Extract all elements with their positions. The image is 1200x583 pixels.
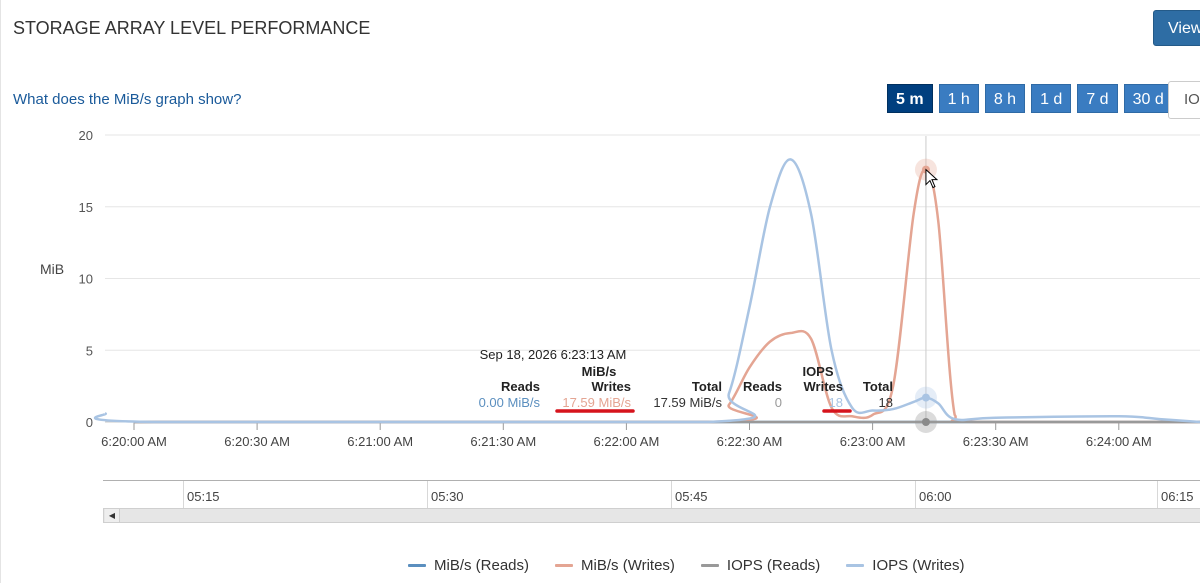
tooltip-header: Writes <box>592 379 632 394</box>
tooltip-group-iops: IOPS <box>802 364 833 379</box>
performance-chart: 0 5 10 15 20 MiB 6:20:00 AM 6:20:30 AM 6:21:00 A… <box>40 128 1200 449</box>
navigator-label: 06:00 <box>919 489 952 504</box>
y-tick-label: 5 <box>86 343 93 358</box>
x-tick-label: 6:22:30 AM <box>717 434 783 449</box>
legend-label: MiB/s (Reads) <box>434 557 530 574</box>
x-tick-label: 6:21:00 AM <box>347 434 413 449</box>
scroll-left-arrow-icon[interactable]: ◀ <box>105 509 120 522</box>
y-tick-label: 10 <box>79 272 93 287</box>
x-tick-label: 6:22:00 AM <box>594 434 660 449</box>
mouse-cursor-icon <box>925 168 939 189</box>
tooltip-header: Reads <box>743 379 782 394</box>
y-tick-label: 0 <box>86 415 93 430</box>
navigator: 05:15 05:30 05:45 06:00 06:15 ◀ <box>103 480 1200 525</box>
y-axis-label: MiB <box>40 261 64 277</box>
tooltip-header: Total <box>863 379 893 394</box>
tooltip-value: 0.00 MiB/s <box>479 395 541 410</box>
x-tick-label: 6:24:00 AM <box>1086 434 1152 449</box>
x-tick-label: 6:21:30 AM <box>470 434 536 449</box>
range-button-1h[interactable]: 1 h <box>938 84 979 113</box>
navigator-scrollbar[interactable]: ◀ <box>103 508 1200 523</box>
legend-item-iops-reads[interactable]: IOPS (Reads) <box>700 557 821 574</box>
tooltip-header: Writes <box>804 379 844 394</box>
range-button-1d[interactable]: 1 d <box>1031 84 1072 113</box>
series-mib-writes <box>134 168 1200 424</box>
page-title: STORAGE ARRAY LEVEL PERFORMANCE <box>13 18 371 38</box>
legend-swatch <box>408 564 426 567</box>
navigator-label: 05:45 <box>675 489 708 504</box>
legend-label: IOPS (Writes) <box>872 557 965 574</box>
view-button[interactable]: View <box>1153 10 1200 46</box>
chart-legend: MiB/s (Reads) MiB/s (Writes) IOPS (Reads… <box>408 557 965 574</box>
tooltip-value: 17.59 MiB/s <box>653 395 722 410</box>
legend-item-mib-writes[interactable]: MiB/s (Writes) <box>555 557 675 574</box>
tooltip-value: 17.59 MiB/s <box>562 395 631 410</box>
y-tick-label: 20 <box>79 128 93 143</box>
legend-swatch <box>846 564 865 567</box>
tooltip-header: Reads <box>501 379 540 394</box>
tooltip-value: 0 <box>775 395 782 410</box>
legend-label: IOPS (Reads) <box>726 557 821 574</box>
tooltip-date: Sep 18, 2026 6:23:13 AM <box>480 347 627 362</box>
navigator-track[interactable]: 05:15 05:30 05:45 06:00 06:15 <box>103 480 1200 509</box>
legend-swatch <box>555 564 574 567</box>
time-range-buttons: 5 m 1 h 8 h 1 d 7 d 30 d <box>887 84 1173 113</box>
navigator-label: 06:15 <box>1161 489 1194 504</box>
hover-point-iops-writes <box>921 393 930 402</box>
legend-label: MiB/s (Writes) <box>581 557 675 574</box>
x-tick-label: 6:20:00 AM <box>101 434 167 449</box>
navigator-label: 05:15 <box>187 489 220 504</box>
range-button-5m[interactable]: 5 m <box>887 84 933 113</box>
range-button-7d[interactable]: 7 d <box>1077 84 1118 113</box>
legend-swatch <box>700 564 719 567</box>
legend-item-mib-reads[interactable]: MiB/s (Reads) <box>408 557 529 574</box>
x-tick-label: 6:20:30 AM <box>224 434 290 449</box>
left-border <box>0 0 1 583</box>
range-button-8h[interactable]: 8 h <box>984 84 1026 113</box>
series-iops-writes <box>93 158 1200 424</box>
tooltip-header: Total <box>692 379 722 394</box>
help-link[interactable]: What does the MiB/s graph show? <box>13 91 242 108</box>
y-tick-label: 15 <box>79 200 93 215</box>
legend-item-iops-writes[interactable]: IOPS (Writes) <box>846 557 965 574</box>
range-button-30d[interactable]: 30 d <box>1123 84 1173 113</box>
metric-select[interactable]: IO <box>1168 81 1200 119</box>
hover-point-reads <box>921 418 930 426</box>
x-tick-label: 6:23:00 AM <box>840 434 906 449</box>
navigator-label: 05:30 <box>431 489 464 504</box>
x-tick-label: 6:23:30 AM <box>963 434 1029 449</box>
tooltip-group-mib: MiB/s <box>582 364 617 379</box>
tooltip-value: 18 <box>829 395 843 410</box>
tooltip-value: 18 <box>879 395 893 410</box>
